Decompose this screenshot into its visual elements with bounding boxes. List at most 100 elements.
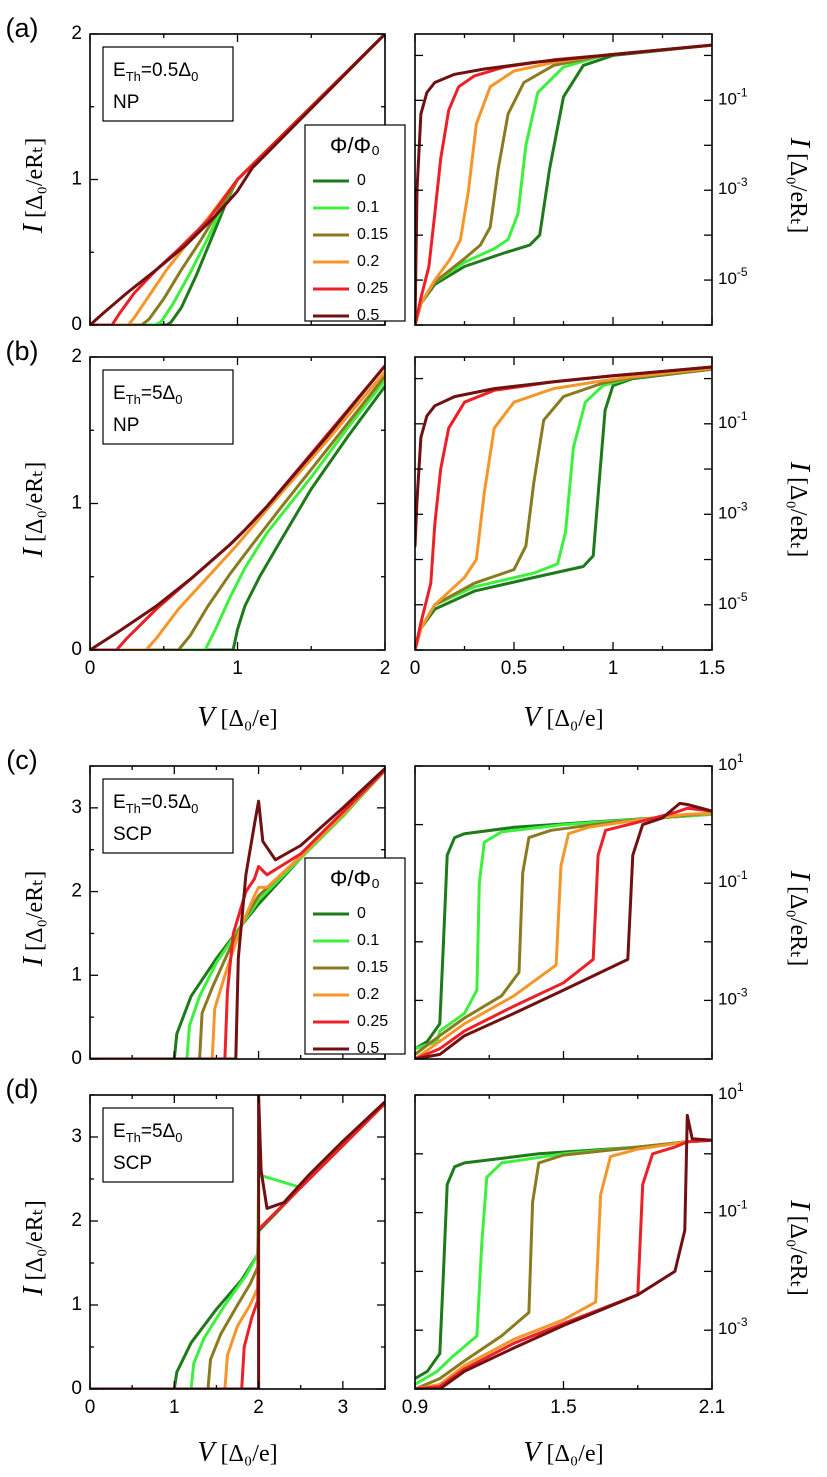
annotation-box: ETh=5Δ0 SCP	[102, 1107, 234, 1183]
annotation-energy: ETh=5Δ0	[113, 383, 182, 407]
series-group	[90, 34, 385, 325]
legend-title: Φ/Φ₀	[330, 133, 380, 158]
legend-entry: 0.1	[357, 932, 379, 949]
x-axis-title-left: V [Δ₀/e]	[197, 702, 277, 733]
x-tick-label: 1	[608, 658, 619, 679]
series-line-0	[415, 367, 712, 650]
y-axis-title: I [Δ₀/eRₜ]	[18, 871, 49, 968]
plot-frame	[89, 1094, 386, 1390]
y-tick-label: 1	[71, 1294, 82, 1315]
series-line-0.5	[90, 1095, 385, 1389]
x-axis-title-right: V [Δ₀/e]	[523, 702, 603, 733]
y-tick-label: 0	[71, 639, 82, 660]
y-tick-label: 2	[71, 346, 82, 367]
panel-b-left: 0 1 2 0 1 2 ETh=5Δ0 NP I [Δ₀/eRₜ] (b)	[6, 336, 391, 679]
y-tick-label: 0	[71, 1378, 82, 1399]
y-tick-label: 10-3	[718, 175, 748, 198]
y-tick-label: 2	[71, 23, 82, 44]
series-line-0.25	[415, 806, 712, 1059]
y-axis-title-right: I [Δ₀/eRₜ]	[784, 461, 815, 558]
y-axis-title-right: I [Δ₀/eRₜ]	[784, 137, 815, 234]
series-line-0.2	[415, 43, 712, 325]
x-tick-label: 3	[338, 1397, 349, 1418]
y-tick-label: 10-5	[718, 590, 748, 613]
annotation-frame	[102, 46, 234, 122]
series-line-0.5	[415, 1113, 712, 1389]
annotation-frame	[102, 1107, 234, 1183]
y-tick-label: 101	[718, 1080, 744, 1103]
y-tick-label: 10-1	[718, 409, 748, 432]
y-tick-label: 10-1	[718, 86, 748, 109]
series-line-0.5	[90, 364, 385, 650]
x-tick-label: 2	[253, 1397, 264, 1418]
y-tick-label: 3	[71, 797, 82, 818]
y-tick-label: 2	[71, 881, 82, 902]
legend-title: Φ/Φ₀	[330, 866, 380, 891]
y-axis-title-right: I [Δ₀/eRₜ]	[784, 870, 815, 967]
legend-entry: 0.15	[357, 226, 388, 243]
y-tick-label: 10-5	[718, 265, 748, 288]
y-axis-title: I [Δ₀/eRₜ]	[18, 1200, 49, 1297]
y-axis-title-right: I [Δ₀/eRₜ]	[784, 1199, 815, 1296]
annotation-frame	[102, 369, 234, 445]
legend-entry: 0.25	[357, 1013, 388, 1030]
panel-a-right: 10-1 10-3 10-5 I [Δ₀/eRₜ]	[414, 33, 815, 326]
series-group	[90, 1095, 385, 1389]
panel-d-right: 0.9 1.5 2.1 101 10-1 10-3 I [Δ₀/eRₜ]	[402, 1080, 815, 1418]
x-tick-label: 2	[380, 658, 391, 679]
annotation-model: SCP	[113, 1153, 152, 1174]
annotation-model: NP	[113, 415, 139, 436]
series-group	[415, 43, 712, 325]
series-line-0.25	[90, 768, 385, 1059]
series-line-0.1	[90, 378, 385, 650]
y-tick-label: 0	[71, 314, 82, 335]
x-tick-label: 1.5	[699, 658, 725, 679]
series-line-0.5	[415, 801, 712, 1059]
x-axis-title-left: V [Δ₀/e]	[197, 1437, 277, 1468]
series-line-0.5	[415, 43, 712, 325]
x-tick-label: 2.1	[699, 1397, 725, 1418]
y-tick-label: 10-3	[718, 1315, 748, 1338]
panel-d-left: 0 1 2 3 0 1 2 3 ETh=5Δ0 SCP I [Δ₀/eRₜ] (d)	[6, 1074, 386, 1418]
annotation-energy: ETh=0.5Δ0	[113, 792, 198, 816]
series-line-0.2	[90, 370, 385, 650]
annotation-energy: ETh=0.5Δ0	[113, 60, 198, 84]
legend-entry: 0.2	[357, 986, 379, 1003]
legend-entry: 0	[357, 172, 366, 189]
legend-entry: 0.25	[357, 280, 388, 297]
series-group	[415, 801, 712, 1059]
series-line-0.5	[90, 34, 385, 325]
legend: Φ/Φ₀ 0 0.1 0.15 0.2 0.25 0.5	[304, 124, 406, 324]
x-tick-label: 0	[410, 658, 421, 679]
y-tick-label: 10-1	[718, 1198, 748, 1221]
x-tick-label: 0.9	[402, 1397, 428, 1418]
legend: Φ/Φ₀ 0 0.1 0.15 0.2 0.25 0.5	[304, 857, 406, 1057]
y-tick-label: 0	[71, 1048, 82, 1069]
plots-layer: 0 1 2 ETh=0.5Δ0 NP Φ/Φ₀ 0 0.1 0.15 0.2 0.25 0.5 I [Δ…	[6, 13, 815, 1468]
series-line-0	[90, 384, 385, 650]
series-group	[90, 364, 385, 650]
annotation-box: ETh=0.5Δ0 NP	[102, 46, 234, 122]
annotation-box: ETh=5Δ0 NP	[102, 369, 234, 445]
panel-b-right: 0 0.5 1 1.5 10-1 10-3 10-5 I [Δ₀/eRₜ]	[410, 356, 815, 679]
y-tick-label: 2	[71, 1210, 82, 1231]
annotation-model: NP	[113, 92, 139, 113]
annotation-box: ETh=0.5Δ0 SCP	[102, 778, 234, 854]
y-tick-label: 1	[71, 169, 82, 190]
x-tick-label: 1	[169, 1397, 180, 1418]
y-axis-title: I [Δ₀/eRₜ]	[18, 138, 49, 235]
panel-label: (c)	[6, 745, 37, 775]
series-group	[90, 767, 385, 1059]
annotation-energy: ETh=5Δ0	[113, 1121, 182, 1145]
y-tick-label: 101	[718, 751, 744, 774]
legend-entry: 0.5	[357, 1040, 379, 1057]
annotation-frame	[102, 778, 234, 854]
y-tick-label: 10-3	[718, 986, 748, 1009]
y-tick-label: 1	[71, 493, 82, 514]
series-line-0.15	[90, 374, 385, 650]
annotation-model: SCP	[113, 824, 152, 845]
legend-entry: 0.1	[357, 199, 379, 216]
legend-entry: 0.2	[357, 253, 379, 270]
x-tick-label: 1.5	[550, 1397, 576, 1418]
